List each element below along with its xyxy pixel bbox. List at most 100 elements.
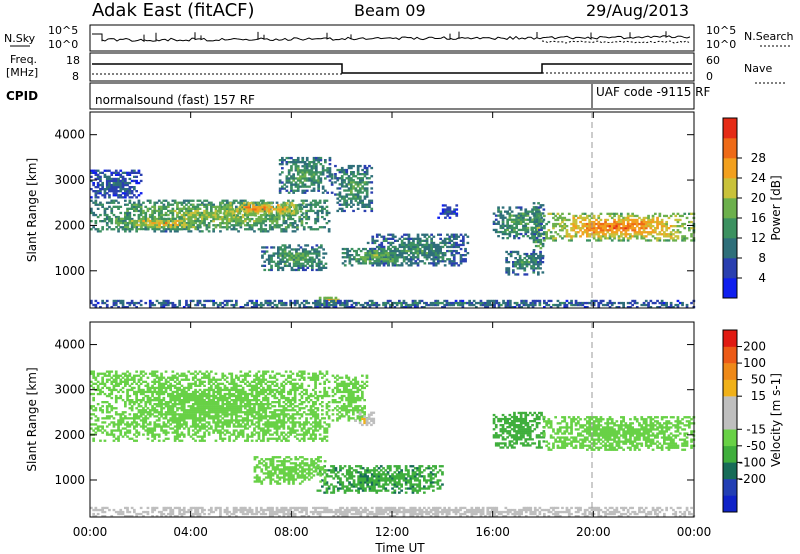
power-cell — [308, 163, 311, 166]
velocity-cell — [124, 423, 127, 426]
velocity-cell — [189, 409, 193, 412]
power-cell — [167, 205, 170, 208]
power-cell — [461, 306, 465, 309]
power-cell — [345, 203, 349, 206]
power-cell — [253, 222, 256, 225]
power-cell — [371, 254, 374, 257]
power-cell — [189, 215, 193, 219]
power-cell — [336, 193, 340, 196]
power-cell — [99, 306, 102, 309]
velocity-cell — [146, 386, 150, 390]
power-cell — [617, 239, 621, 242]
power-cell — [259, 306, 263, 309]
power-cell — [366, 252, 370, 255]
power-cell — [198, 230, 202, 233]
power-cell — [137, 219, 141, 223]
power-cell — [223, 299, 227, 303]
power-cell — [121, 175, 125, 178]
power-cell — [94, 228, 98, 231]
power-cell — [279, 210, 282, 213]
velocity-cell — [112, 388, 116, 392]
power-cell — [285, 179, 289, 182]
power-cell — [638, 231, 641, 234]
power-cell — [295, 262, 298, 265]
power-cell — [299, 252, 303, 255]
power-cell — [348, 262, 352, 265]
power-cell — [250, 217, 254, 221]
power-cell — [654, 212, 657, 215]
power-cell — [353, 258, 356, 261]
power-cell — [309, 205, 313, 208]
power-cell — [592, 216, 596, 220]
velocity-cell — [191, 409, 195, 412]
power-cell — [176, 223, 179, 227]
velocity-cell — [103, 374, 107, 377]
power-cell — [393, 258, 397, 261]
power-cell — [613, 233, 616, 236]
power-cell — [375, 258, 379, 261]
power-cell — [124, 230, 127, 233]
power-cell — [283, 248, 287, 251]
power-cell — [187, 303, 191, 307]
power-cell — [608, 225, 612, 228]
power-cell — [327, 296, 331, 299]
power-cell — [534, 252, 538, 256]
power-cell — [620, 222, 623, 226]
power-cell — [586, 227, 589, 230]
velocity-cell — [162, 386, 166, 390]
power-cell — [296, 159, 300, 162]
power-cell — [310, 167, 314, 170]
power-cell — [321, 171, 325, 174]
power-cell — [283, 254, 287, 257]
velocity-cell — [135, 394, 138, 398]
velocity-cell — [146, 399, 150, 402]
power-cell — [361, 199, 364, 202]
power-cell — [306, 252, 310, 255]
power-cell — [176, 230, 179, 233]
power-cell — [275, 215, 279, 219]
power-cell — [678, 225, 682, 228]
power-cell — [294, 177, 298, 180]
power-cell — [285, 189, 289, 192]
power-cell — [194, 209, 197, 213]
power-cell — [324, 169, 327, 172]
velocity-cell — [189, 396, 193, 400]
power-cell — [361, 187, 364, 190]
power-cell — [535, 210, 539, 213]
power-cell — [517, 237, 521, 240]
power-cell — [273, 303, 277, 307]
velocity-cell — [148, 415, 152, 418]
power-cell — [444, 208, 447, 211]
power-cell — [492, 220, 496, 223]
power-cell — [285, 163, 289, 166]
power-cell — [146, 226, 150, 229]
velocity-cell — [128, 431, 132, 434]
power-cell — [99, 220, 102, 223]
power-cell — [201, 217, 204, 221]
power-cell — [162, 299, 166, 303]
power-cell — [94, 299, 98, 303]
power-cell — [287, 211, 290, 215]
power-cell — [294, 181, 298, 184]
power-cell — [357, 258, 361, 261]
power-cell — [644, 225, 648, 228]
power-cell — [365, 191, 369, 194]
power-cell — [288, 246, 291, 249]
power-cell — [191, 199, 195, 202]
power-cell — [499, 230, 503, 234]
power-cell — [133, 205, 136, 208]
velocity-cell — [173, 429, 177, 432]
power-cell — [157, 213, 161, 217]
power-cell — [336, 301, 340, 305]
power-cell — [385, 262, 388, 265]
power-cell — [201, 222, 204, 225]
power-cell — [356, 203, 360, 206]
power-cell — [160, 201, 163, 204]
power-cell — [264, 224, 268, 227]
power-cell — [299, 246, 303, 249]
power-cell — [515, 226, 518, 230]
power-cell — [330, 299, 333, 303]
power-cell — [283, 264, 287, 267]
velocity-cell — [187, 409, 191, 412]
velocity-cell — [191, 433, 195, 436]
